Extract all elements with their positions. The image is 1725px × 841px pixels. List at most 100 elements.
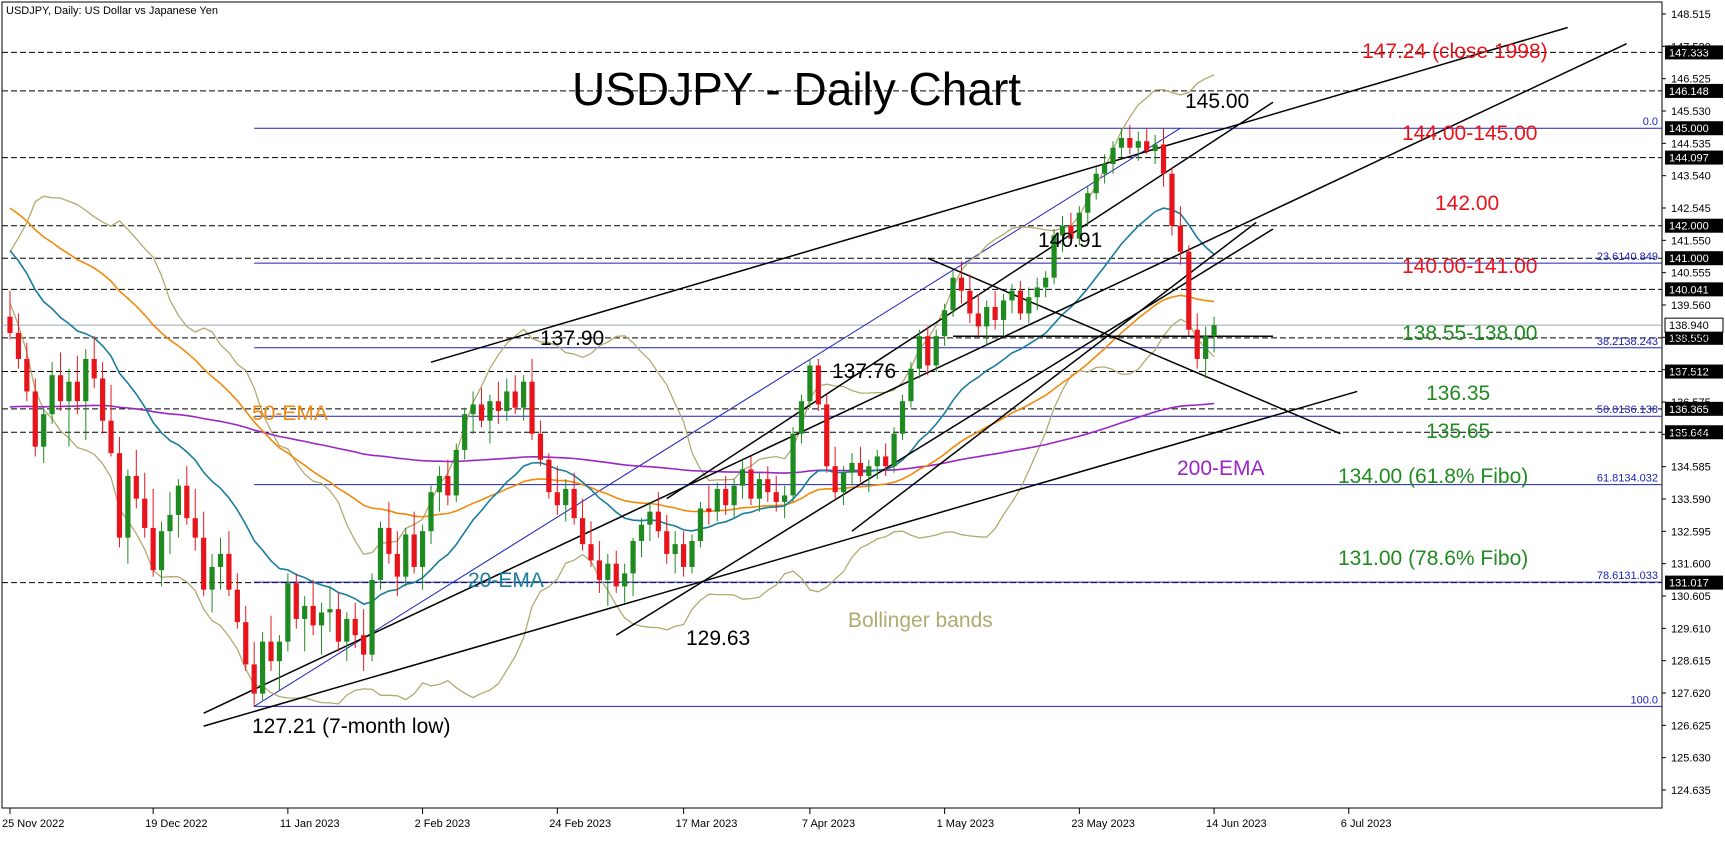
label-bollinger: Bollinger bands	[848, 609, 993, 632]
candle-body	[217, 553, 224, 567]
moving-averages	[9, 207, 1215, 605]
candle-body	[1085, 193, 1091, 213]
candle-body	[57, 375, 64, 402]
candle-body	[1118, 137, 1125, 148]
candle-body	[276, 641, 283, 662]
candle-body	[596, 560, 602, 580]
candle-body	[655, 511, 661, 532]
y-tick-label: 128.615	[1671, 656, 1711, 668]
level-price-box	[1665, 425, 1723, 440]
candle-body	[327, 609, 333, 613]
candle-body	[664, 531, 670, 554]
chart-title: USDJPY - Daily Chart	[572, 63, 1021, 115]
y-tick-label: 142.545	[1671, 203, 1711, 215]
y-tick-label: 132.595	[1671, 526, 1711, 538]
chart-header: USDJPY, Daily: US Dollar vs Japanese Yen	[6, 5, 218, 17]
label-fibo-134: 134.00 (61.8% Fibo)	[1338, 465, 1528, 488]
candle-body	[1000, 300, 1007, 320]
candle-body	[462, 414, 468, 450]
candle-body	[605, 563, 611, 580]
candle-body	[866, 466, 872, 476]
label-zone-140-141: 140.00-141.00	[1402, 255, 1537, 278]
candle-body	[142, 498, 148, 528]
level-price-box	[1665, 401, 1723, 416]
y-tick-label: 138.565	[1671, 332, 1711, 344]
label-peak-140-91: 140.91	[1038, 229, 1102, 252]
level-price-label: 138.550	[1669, 333, 1709, 345]
candle-body	[495, 401, 501, 411]
candle-body	[782, 495, 788, 502]
candle-body	[630, 540, 636, 574]
y-tick-label: 148.515	[1671, 9, 1711, 21]
candle-body	[689, 540, 695, 567]
candle-body	[1009, 290, 1015, 301]
candle-body	[352, 618, 358, 636]
candle-body	[184, 485, 190, 519]
current-price-box	[1664, 317, 1724, 333]
candle-body	[891, 433, 897, 467]
candle-body	[470, 404, 476, 415]
level-price-label: 135.644	[1669, 427, 1709, 439]
candle-body	[1110, 147, 1116, 164]
candle-body	[403, 534, 409, 577]
trendline-wedge-lower	[615, 228, 1274, 636]
candle-body	[260, 641, 266, 694]
candle-body	[672, 544, 678, 554]
y-tick-label: 147.520	[1671, 41, 1711, 53]
ema50-line	[9, 207, 1215, 518]
y-tick-label: 125.630	[1671, 753, 1711, 765]
candle-body	[638, 524, 645, 541]
label-ema200: 200-EMA	[1177, 457, 1265, 480]
fibo-price-label: 145.000	[1669, 123, 1709, 135]
y-tick-label: 133.590	[1671, 494, 1711, 506]
level-price-box	[1665, 282, 1723, 297]
x-tick-label: 24 Feb 2023	[549, 818, 611, 830]
level-price-label: 146.148	[1669, 86, 1709, 98]
candle-body	[622, 573, 628, 587]
candle-body	[361, 635, 367, 655]
candle-body	[975, 313, 981, 327]
candle-body	[49, 375, 55, 415]
fibo-label: 61.8134.032	[1597, 473, 1658, 485]
candle-body	[731, 485, 737, 506]
level-price-label: 144.097	[1669, 153, 1709, 165]
candle-body	[765, 479, 771, 493]
y-tick-label: 136.575	[1671, 397, 1711, 409]
candle-body	[74, 381, 80, 402]
y-tick-label: 145.530	[1671, 106, 1711, 118]
candle-body	[1102, 163, 1108, 174]
candle-body	[1152, 144, 1158, 151]
candle-body	[563, 488, 569, 506]
candle-body	[933, 336, 939, 366]
candle-body	[419, 531, 426, 567]
candle-body	[32, 391, 38, 447]
candle-body	[310, 605, 316, 626]
candle-body	[697, 508, 704, 541]
candle-body	[1093, 173, 1099, 194]
level-price-box	[1665, 330, 1723, 345]
candle-body	[487, 401, 493, 421]
candle-body	[125, 475, 131, 538]
trendline-descending	[927, 257, 1341, 435]
fibo-label: 78.6131.033	[1597, 570, 1658, 582]
y-tick-label: 126.625	[1671, 720, 1711, 732]
label-zone-138: 138.55-138.00	[1402, 322, 1537, 345]
trendline-lower-support	[203, 390, 1358, 727]
candle-body	[158, 531, 165, 571]
y-axis: 148.515 147.520 146.525 145.530 144.535 143.5…	[1662, 9, 1711, 797]
y-tick-label: 137.570	[1671, 365, 1711, 377]
bollinger-bands	[9, 74, 1215, 705]
candle-body	[1127, 137, 1133, 148]
candle-body	[478, 404, 485, 421]
candle-body	[1076, 212, 1082, 239]
candle-body	[150, 527, 156, 571]
x-tick-label: 1 May 2023	[937, 818, 994, 830]
level-price-label: 136.365	[1669, 404, 1709, 416]
candle-body	[647, 511, 653, 525]
level-price-label: 147.333	[1669, 47, 1709, 59]
candle-body	[41, 414, 47, 447]
level-price-box	[1665, 575, 1723, 590]
candle-body	[1211, 325, 1217, 337]
x-tick-label: 2 Feb 2023	[415, 818, 471, 830]
